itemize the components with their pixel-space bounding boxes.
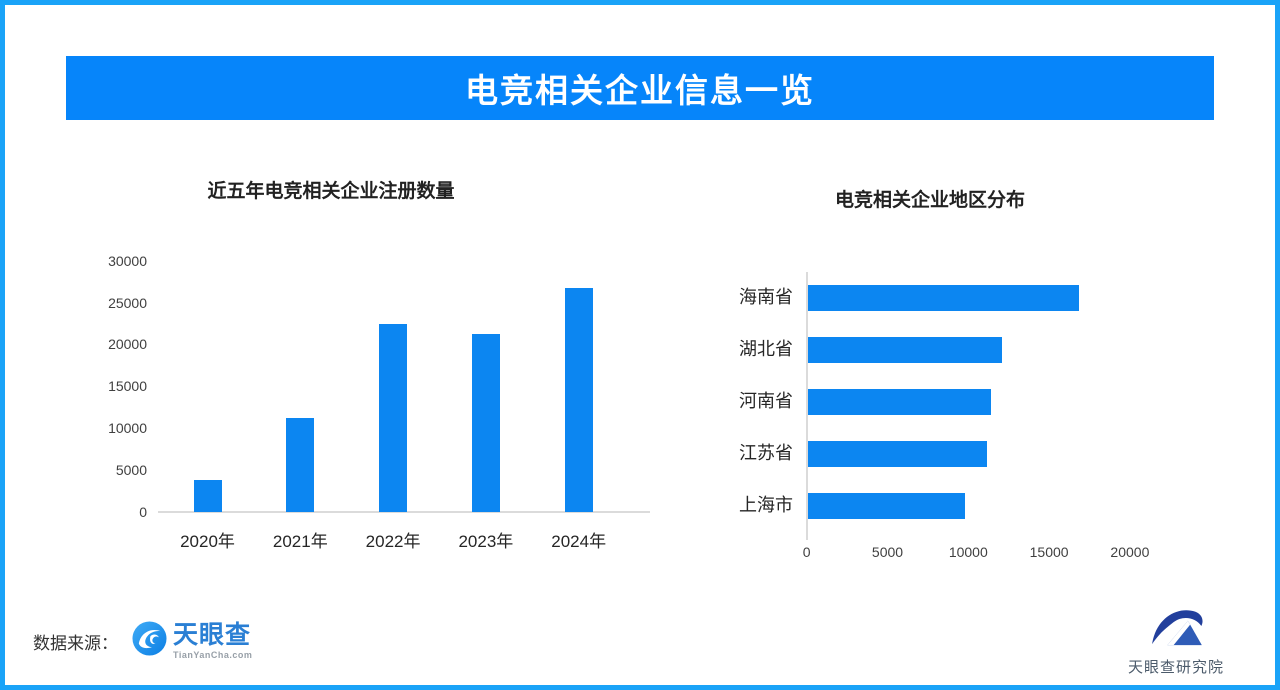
tianyancha-logo-text: 天眼查 TianYanCha.com — [173, 620, 253, 660]
region-bar-2 — [808, 388, 991, 415]
registrations-chart-title: 近五年电竞相关企业注册数量 — [207, 181, 455, 202]
research-institute-logo: 天眼查研究院 — [1106, 604, 1246, 677]
y-axis-tick-label: 5000 — [115, 461, 147, 478]
tianyancha-name: 天眼查 — [173, 620, 252, 649]
x-axis-tick-label: 15000 — [1029, 544, 1069, 560]
region-bar-1 — [808, 336, 1002, 363]
registration-bar-3 — [471, 334, 500, 512]
y-axis-category-label: 河南省 — [739, 390, 793, 411]
y-axis-line — [806, 272, 808, 540]
x-axis-tick-label: 5000 — [871, 544, 904, 560]
region-bar-4 — [808, 492, 965, 519]
y-axis-tick-label: 25000 — [108, 294, 147, 311]
x-axis-tick-label: 10000 — [948, 544, 988, 560]
y-axis-tick-label: 0 — [139, 503, 147, 520]
x-axis-category-label: 2024年 — [551, 532, 607, 551]
y-axis-category-label: 江苏省 — [739, 442, 793, 463]
x-axis-category-label: 2020年 — [180, 532, 235, 551]
x-axis-category-label: 2023年 — [458, 532, 514, 551]
x-axis-line — [158, 511, 650, 513]
y-axis-tick-label: 30000 — [108, 252, 147, 269]
y-axis-tick-label: 15000 — [108, 378, 147, 395]
regions-chart-title: 电竞相关企业地区分布 — [834, 190, 1025, 211]
tianyancha-eye-icon — [132, 621, 167, 661]
data-source-label: 数据来源： — [33, 633, 118, 653]
page-title: 电竞相关企业信息一览 — [66, 56, 1214, 120]
x-axis-tick-label: 20000 — [1110, 544, 1150, 560]
research-institute-icon — [1147, 604, 1205, 653]
x-axis-category-label: 2021年 — [272, 532, 328, 551]
registration-bar-4 — [564, 288, 593, 512]
y-axis-tick-label: 10000 — [108, 420, 147, 437]
y-axis-tick-label: 20000 — [108, 336, 147, 353]
tianyancha-logo: 天眼查 TianYanCha.com — [132, 621, 252, 661]
registration-bar-1 — [286, 417, 315, 512]
x-axis-tick-label: 0 — [802, 544, 811, 560]
registration-bar-2 — [379, 324, 408, 512]
region-bar-3 — [808, 440, 988, 467]
data-source: 数据来源： 天眼查 TianYanCha.com — [33, 615, 252, 667]
y-axis-category-label: 湖北省 — [739, 338, 793, 359]
tianyancha-domain: TianYanCha.com — [173, 649, 253, 660]
y-axis-category-label: 上海市 — [739, 494, 793, 515]
registration-bar-0 — [193, 479, 222, 512]
x-axis-category-label: 2022年 — [365, 532, 421, 551]
y-axis-category-label: 海南省 — [739, 286, 793, 307]
region-bar-0 — [808, 284, 1080, 311]
research-institute-name: 天眼查研究院 — [1127, 659, 1224, 676]
